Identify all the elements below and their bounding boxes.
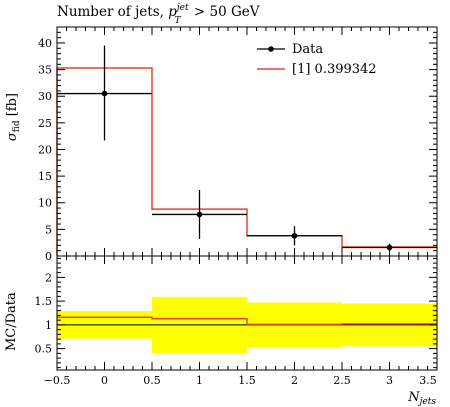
main-y-tick-label: 10 [38, 197, 52, 210]
x-tick-label: 3.5 [419, 374, 437, 387]
y-axis-label: σfid [fb] [5, 93, 22, 141]
mc-histogram [56, 67, 437, 256]
legend-data-marker [268, 46, 274, 52]
main-y-ticks: 0 5 10 15 20 25 30 35 40 [38, 31, 437, 263]
x-tick-label: 1.5 [238, 374, 256, 387]
x-axis-label: Njets [407, 390, 436, 407]
legend-data-label: Data [292, 42, 323, 57]
main-y-tick-label: 35 [38, 64, 52, 77]
ratio-y-tick-label: 2 [45, 271, 52, 284]
x-tick-label: −0.5 [44, 374, 71, 387]
legend: Data [1] 0.399342 [257, 42, 377, 77]
main-y-tick-label: 25 [38, 117, 52, 130]
x-tick-label: 2 [291, 374, 298, 387]
main-y-tick-label: 40 [38, 37, 52, 50]
ratio-lines [57, 316, 437, 326]
ratio-y-tick-label: 1 [45, 319, 52, 332]
data-point [196, 211, 203, 218]
ratio-mc-line [57, 316, 437, 326]
x-tick-label: 0.5 [143, 374, 161, 387]
legend-mc-label: [1] 0.399342 [292, 62, 377, 77]
x-ticks: −0.5 0 0.5 1 1.5 2 2.5 3 3.5 [44, 27, 438, 387]
x-tick-label: 3 [386, 374, 393, 387]
x-tick-label: 0 [101, 374, 108, 387]
data-points [57, 45, 437, 252]
x-tick-label: 1 [196, 374, 203, 387]
data-point [101, 90, 108, 97]
chart-title: Number of jets, pjet T > 50 GeV [57, 3, 260, 26]
ratio-y-ticks: 0.5 1 1.5 2 [35, 257, 437, 369]
main-y-tick-label: 30 [38, 90, 52, 103]
ratio-y-tick-label: 1.5 [35, 295, 53, 308]
ratio-y-axis-label: MC/Data [4, 292, 19, 351]
main-y-tick-label: 15 [38, 170, 52, 183]
mc-histogram-line [56, 67, 437, 256]
x-tick-label: 2.5 [333, 374, 351, 387]
main-y-tick-label: 5 [45, 223, 52, 236]
data-point [291, 232, 298, 239]
ratio-y-tick-label: 0.5 [35, 343, 53, 356]
data-point [386, 244, 393, 251]
main-y-tick-label: 0 [45, 250, 52, 263]
main-y-tick-label: 20 [38, 143, 52, 156]
